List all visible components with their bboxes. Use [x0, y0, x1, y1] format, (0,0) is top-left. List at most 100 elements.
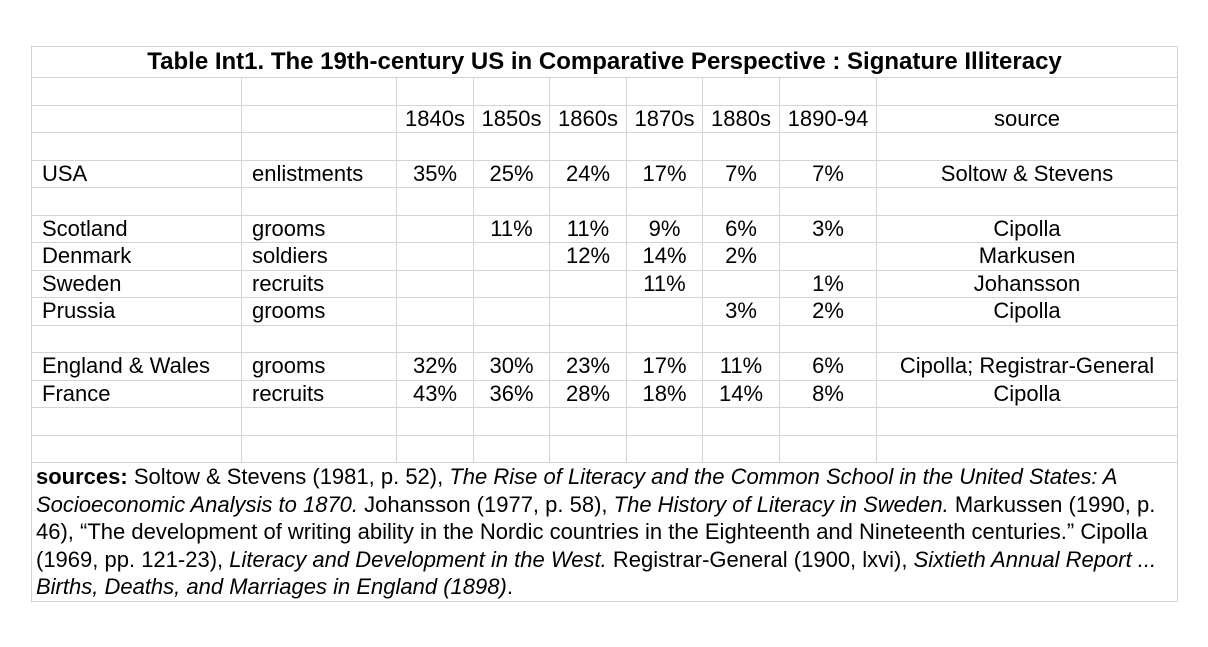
header-period[interactable]: 1890-94: [779, 104, 877, 133]
cell[interactable]: [473, 132, 550, 161]
cell[interactable]: [549, 187, 627, 216]
value-cell[interactable]: 8%: [779, 379, 877, 408]
cell[interactable]: [779, 407, 877, 436]
value-cell[interactable]: 3%: [779, 214, 877, 243]
value-cell[interactable]: 43%: [396, 379, 474, 408]
group-cell[interactable]: recruits: [241, 379, 397, 408]
value-cell[interactable]: 2%: [702, 242, 780, 271]
value-cell[interactable]: 14%: [626, 242, 703, 271]
cell[interactable]: [31, 132, 242, 161]
cell[interactable]: [549, 77, 627, 106]
cell[interactable]: [626, 132, 703, 161]
source-cell[interactable]: Soltow & Stevens: [875, 159, 1179, 188]
cell[interactable]: [875, 407, 1179, 436]
value-cell[interactable]: 7%: [702, 159, 780, 188]
cell[interactable]: [779, 77, 877, 106]
country-cell[interactable]: Sweden: [31, 269, 242, 298]
cell[interactable]: [473, 434, 550, 463]
cell[interactable]: [702, 434, 780, 463]
value-cell[interactable]: 14%: [702, 379, 780, 408]
country-cell[interactable]: Denmark: [31, 242, 242, 271]
value-cell[interactable]: 11%: [626, 269, 703, 298]
cell[interactable]: [626, 77, 703, 106]
value-cell[interactable]: 32%: [396, 352, 474, 381]
cell[interactable]: [31, 77, 242, 106]
source-cell[interactable]: Johansson: [875, 269, 1179, 298]
value-cell[interactable]: [779, 242, 877, 271]
cell[interactable]: [626, 187, 703, 216]
source-cell[interactable]: Cipolla: [875, 379, 1179, 408]
value-cell[interactable]: [396, 269, 474, 298]
value-cell[interactable]: 11%: [473, 214, 550, 243]
group-cell[interactable]: grooms: [241, 214, 397, 243]
value-cell[interactable]: [702, 269, 780, 298]
cell[interactable]: [241, 77, 397, 106]
country-cell[interactable]: France: [31, 379, 242, 408]
group-cell[interactable]: grooms: [241, 352, 397, 381]
cell[interactable]: [549, 132, 627, 161]
header-period[interactable]: 1850s: [473, 104, 550, 133]
cell[interactable]: [396, 132, 474, 161]
cell[interactable]: [702, 132, 780, 161]
value-cell[interactable]: [549, 297, 627, 326]
cell[interactable]: [31, 434, 242, 463]
value-cell[interactable]: 17%: [626, 352, 703, 381]
value-cell[interactable]: 24%: [549, 159, 627, 188]
cell[interactable]: [702, 324, 780, 353]
header-source[interactable]: source: [875, 104, 1179, 133]
cell[interactable]: [779, 434, 877, 463]
cell[interactable]: [626, 434, 703, 463]
value-cell[interactable]: [473, 297, 550, 326]
cell[interactable]: [473, 407, 550, 436]
value-cell[interactable]: 7%: [779, 159, 877, 188]
value-cell[interactable]: [626, 297, 703, 326]
value-cell[interactable]: 2%: [779, 297, 877, 326]
value-cell[interactable]: [473, 242, 550, 271]
group-cell[interactable]: soldiers: [241, 242, 397, 271]
cell[interactable]: [702, 187, 780, 216]
cell[interactable]: [396, 324, 474, 353]
value-cell[interactable]: 17%: [626, 159, 703, 188]
country-cell[interactable]: USA: [31, 159, 242, 188]
value-cell[interactable]: 28%: [549, 379, 627, 408]
cell[interactable]: [875, 324, 1179, 353]
value-cell[interactable]: 11%: [702, 352, 780, 381]
cell[interactable]: [702, 407, 780, 436]
cell[interactable]: [396, 77, 474, 106]
value-cell[interactable]: 30%: [473, 352, 550, 381]
value-cell[interactable]: 11%: [549, 214, 627, 243]
cell[interactable]: [241, 187, 397, 216]
group-cell[interactable]: enlistments: [241, 159, 397, 188]
value-cell[interactable]: 3%: [702, 297, 780, 326]
value-cell[interactable]: 35%: [396, 159, 474, 188]
cell[interactable]: [31, 407, 242, 436]
value-cell[interactable]: 23%: [549, 352, 627, 381]
group-cell[interactable]: recruits: [241, 269, 397, 298]
value-cell[interactable]: [549, 269, 627, 298]
value-cell[interactable]: [396, 214, 474, 243]
value-cell[interactable]: [396, 297, 474, 326]
cell[interactable]: [875, 434, 1179, 463]
cell[interactable]: [241, 407, 397, 436]
header-period[interactable]: 1860s: [549, 104, 627, 133]
value-cell[interactable]: [473, 269, 550, 298]
country-cell[interactable]: Prussia: [31, 297, 242, 326]
cell[interactable]: [473, 77, 550, 106]
cell[interactable]: [779, 132, 877, 161]
table-title[interactable]: Table Int1. The 19th-century US in Compa…: [30, 46, 1179, 78]
value-cell[interactable]: 6%: [702, 214, 780, 243]
cell[interactable]: [549, 407, 627, 436]
cell[interactable]: [549, 324, 627, 353]
value-cell[interactable]: 36%: [473, 379, 550, 408]
header-period[interactable]: 1840s: [396, 104, 474, 133]
group-cell[interactable]: grooms: [241, 297, 397, 326]
cell[interactable]: [875, 77, 1179, 106]
country-cell[interactable]: England & Wales: [31, 352, 242, 381]
cell[interactable]: [241, 104, 397, 133]
cell[interactable]: [702, 77, 780, 106]
source-cell[interactable]: Cipolla; Registrar-General: [875, 352, 1179, 381]
cell[interactable]: [779, 324, 877, 353]
cell[interactable]: [626, 407, 703, 436]
country-cell[interactable]: Scotland: [31, 214, 242, 243]
source-cell[interactable]: Markusen: [875, 242, 1179, 271]
